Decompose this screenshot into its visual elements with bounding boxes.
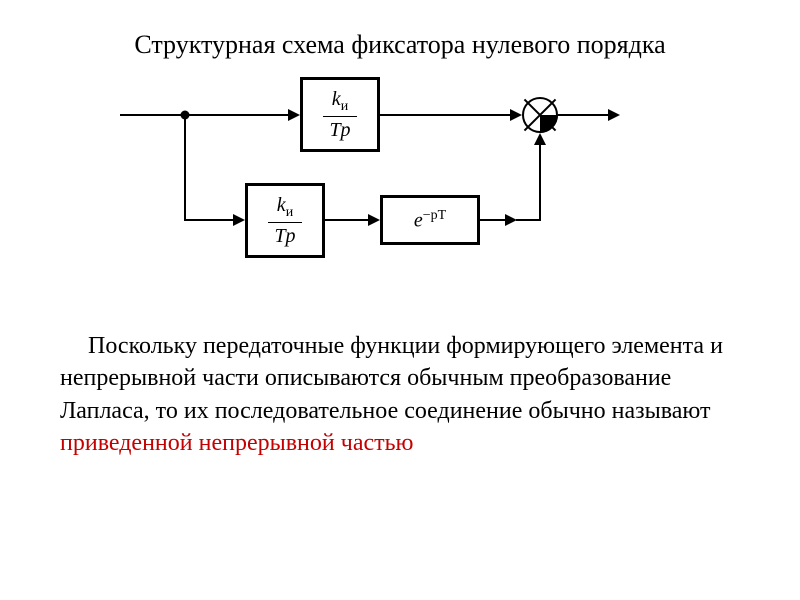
arrow-into-b1 (288, 109, 300, 121)
wire-b2-to-b3 (325, 219, 368, 221)
wire-input (120, 114, 185, 116)
body-paragraph: Поскольку передаточные функции формирующ… (60, 330, 740, 460)
block2-num-var: k (277, 194, 286, 216)
block-diagram: kи Tp kи Tp e−pT (120, 75, 680, 295)
wire-up-to-sum (539, 145, 541, 221)
page-title: Структурная схема фиксатора нулевого пор… (0, 30, 800, 60)
block1-num-sub: и (341, 99, 349, 114)
arrow-into-b3 (368, 214, 380, 226)
wire-j-to-b1 (185, 114, 288, 116)
block1-num-var: k (332, 88, 341, 110)
arrow-up-into-sum (534, 133, 546, 145)
wire-branch-down (184, 115, 186, 220)
para-text-main: Поскольку передаточные функции формирующ… (60, 333, 723, 424)
wire-b3-out (480, 219, 505, 221)
arrow-output (608, 109, 620, 121)
summing-junction (522, 97, 558, 133)
block-top-integrator: kи Tp (300, 77, 380, 152)
block2-den: Tp (268, 222, 301, 247)
block2-num-sub: и (286, 205, 294, 220)
arrow-b1-to-sum (510, 109, 522, 121)
block3-exp: −pT (423, 208, 446, 223)
block3-base: e (414, 209, 423, 231)
para-text-highlight: приведенной непрерывной частью (60, 430, 413, 456)
block-bottom-integrator: kи Tp (245, 183, 325, 258)
arrow-into-b2 (233, 214, 245, 226)
wire-branch-to-b2 (184, 219, 233, 221)
wire-output (558, 114, 608, 116)
block-delay: e−pT (380, 195, 480, 245)
block1-den: Tp (323, 116, 356, 141)
wire-to-up (516, 219, 540, 221)
wire-b1-to-sum (380, 114, 510, 116)
